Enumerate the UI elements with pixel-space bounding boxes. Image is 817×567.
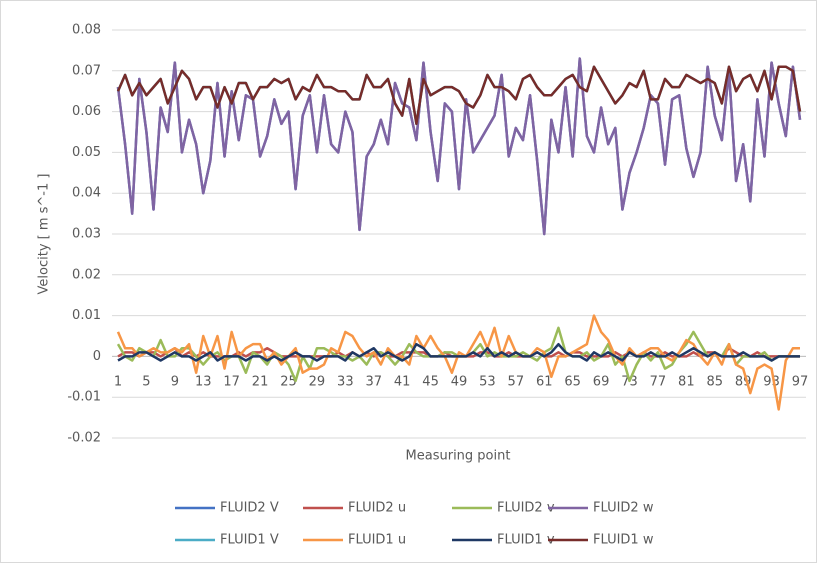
y-tick-label: 0.05: [72, 145, 101, 160]
legend-label: FLUID1 v: [497, 533, 555, 548]
x-tick-label: 77: [650, 375, 667, 390]
x-axis-title: Measuring point: [406, 449, 511, 464]
legend-label: FLUID2 w: [593, 501, 654, 516]
series-line: [116, 57, 802, 236]
x-tick-label: 93: [763, 375, 780, 390]
x-tick-label: 49: [451, 375, 468, 390]
x-tick-label: 21: [252, 375, 269, 390]
legend-label: FLUID2 v: [497, 501, 555, 516]
x-tick-label: 85: [706, 375, 723, 390]
y-tick-label: 0: [93, 349, 101, 364]
x-tick-label: 81: [678, 375, 695, 390]
legend-label: FLUID2 V: [220, 501, 279, 516]
x-tick-label: 9: [171, 375, 179, 390]
x-tick-label: 29: [309, 375, 326, 390]
series-line: [117, 342, 800, 362]
x-tick-label: 45: [422, 375, 439, 390]
x-tick-label: 53: [479, 375, 496, 390]
y-axis-title: Velocity [ m s^-1 ]: [37, 174, 52, 295]
y-tick-label: 0.07: [72, 63, 101, 78]
x-tick-label: 37: [365, 375, 382, 390]
x-tick-label: 33: [337, 375, 354, 390]
y-tick-label: 0.03: [72, 227, 101, 242]
y-tick-label: 0.06: [72, 104, 101, 119]
legend-label: FLUID2 u: [348, 501, 406, 516]
y-tick-label: 0.08: [72, 23, 101, 38]
x-tick-label: 65: [564, 375, 581, 390]
x-tick-label: 13: [195, 375, 212, 390]
y-tick-label: 0.01: [72, 308, 101, 323]
y-tick-label: 0.02: [72, 267, 101, 282]
x-tick-label: 1: [114, 375, 122, 390]
x-tick-label: 61: [536, 375, 553, 390]
y-tick-label: -0.01: [67, 390, 101, 405]
legend-label: FLUID1 V: [220, 533, 279, 548]
x-tick-label: 41: [394, 375, 411, 390]
x-tick-label: 57: [508, 375, 525, 390]
legend-label: FLUID1 u: [348, 533, 406, 548]
y-tick-label: 0.04: [72, 186, 101, 201]
x-tick-label: 5: [142, 375, 150, 390]
x-tick-label: 97: [792, 375, 809, 390]
series-line: [116, 314, 800, 411]
legend-label: FLUID1 w: [593, 533, 654, 548]
x-tick-label: 69: [593, 375, 610, 390]
series-line: [116, 65, 802, 126]
x-tick-label: 17: [223, 375, 240, 390]
y-tick-label: -0.02: [67, 431, 101, 446]
x-tick-label: 25: [280, 375, 297, 390]
